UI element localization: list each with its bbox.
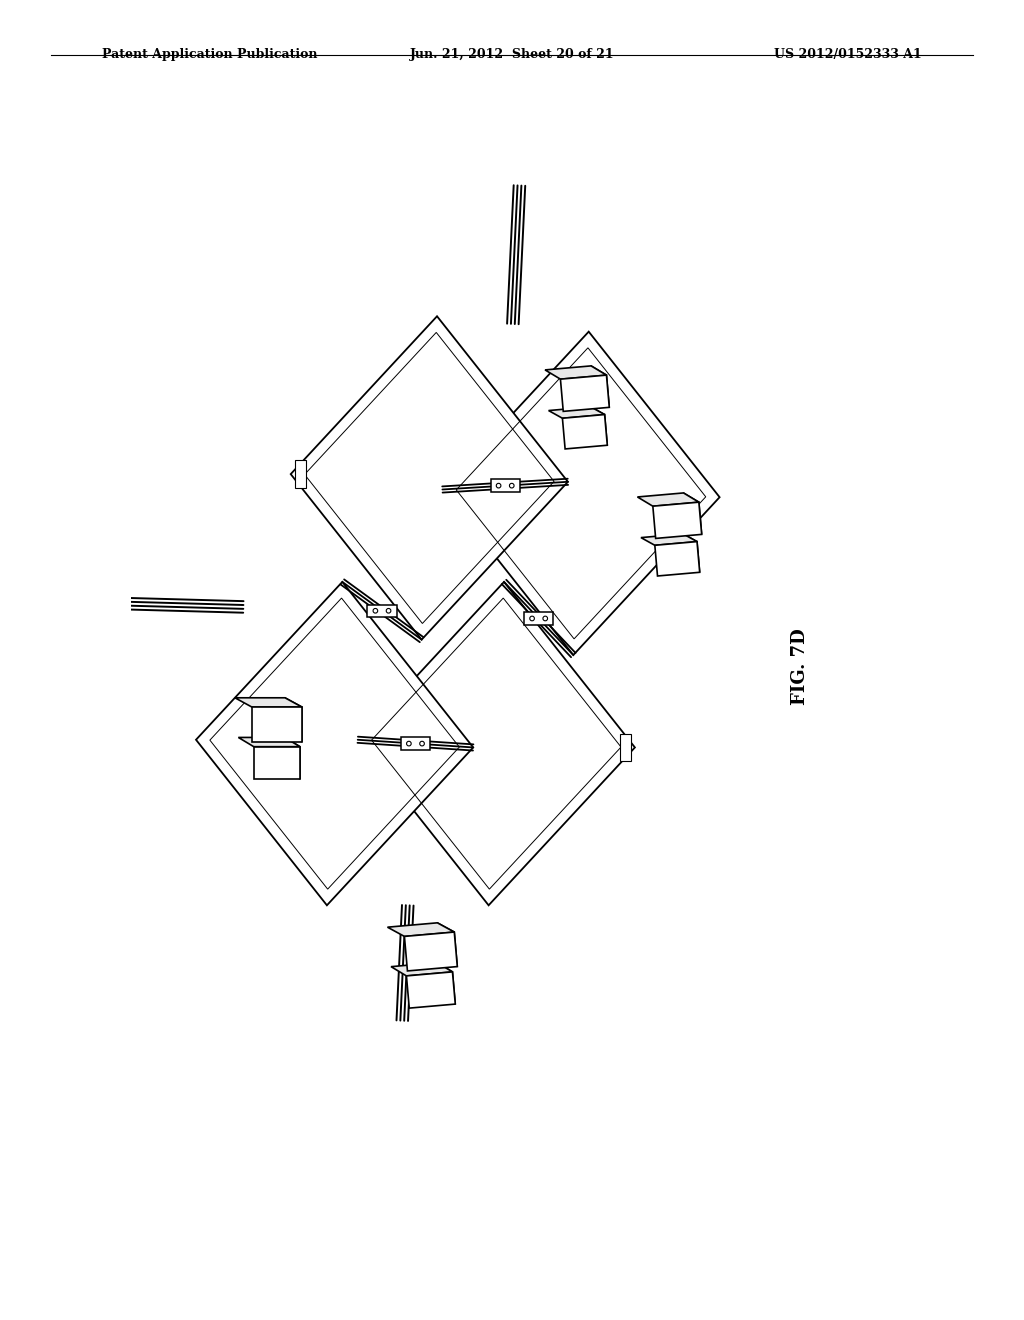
Polygon shape: [442, 331, 720, 655]
Polygon shape: [437, 962, 456, 1005]
Polygon shape: [683, 533, 699, 573]
Polygon shape: [620, 734, 631, 762]
Polygon shape: [591, 366, 609, 408]
Polygon shape: [407, 972, 456, 1008]
Text: US 2012/0152333 A1: US 2012/0152333 A1: [774, 48, 922, 61]
Polygon shape: [591, 407, 607, 445]
Polygon shape: [641, 533, 697, 545]
Text: Patent Application Publication: Patent Application Publication: [102, 48, 317, 61]
Polygon shape: [252, 708, 302, 742]
Polygon shape: [285, 738, 300, 779]
Polygon shape: [285, 698, 302, 742]
Polygon shape: [234, 698, 302, 708]
Polygon shape: [562, 414, 607, 449]
Polygon shape: [560, 375, 609, 412]
Polygon shape: [545, 366, 606, 379]
Polygon shape: [683, 492, 701, 535]
Polygon shape: [400, 738, 430, 750]
Polygon shape: [239, 738, 300, 747]
Polygon shape: [291, 317, 568, 640]
Polygon shape: [391, 962, 453, 975]
Polygon shape: [490, 479, 520, 492]
Polygon shape: [254, 747, 300, 779]
Text: Jun. 21, 2012  Sheet 20 of 21: Jun. 21, 2012 Sheet 20 of 21: [410, 48, 614, 61]
Polygon shape: [295, 461, 305, 488]
Polygon shape: [368, 605, 396, 616]
Polygon shape: [637, 492, 698, 506]
Polygon shape: [549, 407, 604, 418]
Polygon shape: [654, 541, 699, 576]
Text: FIG. 7D: FIG. 7D: [792, 628, 809, 705]
Polygon shape: [404, 932, 458, 972]
Polygon shape: [387, 923, 455, 936]
Polygon shape: [653, 502, 701, 539]
Polygon shape: [524, 612, 553, 624]
Polygon shape: [437, 923, 458, 966]
Polygon shape: [357, 582, 635, 906]
Polygon shape: [196, 582, 473, 906]
